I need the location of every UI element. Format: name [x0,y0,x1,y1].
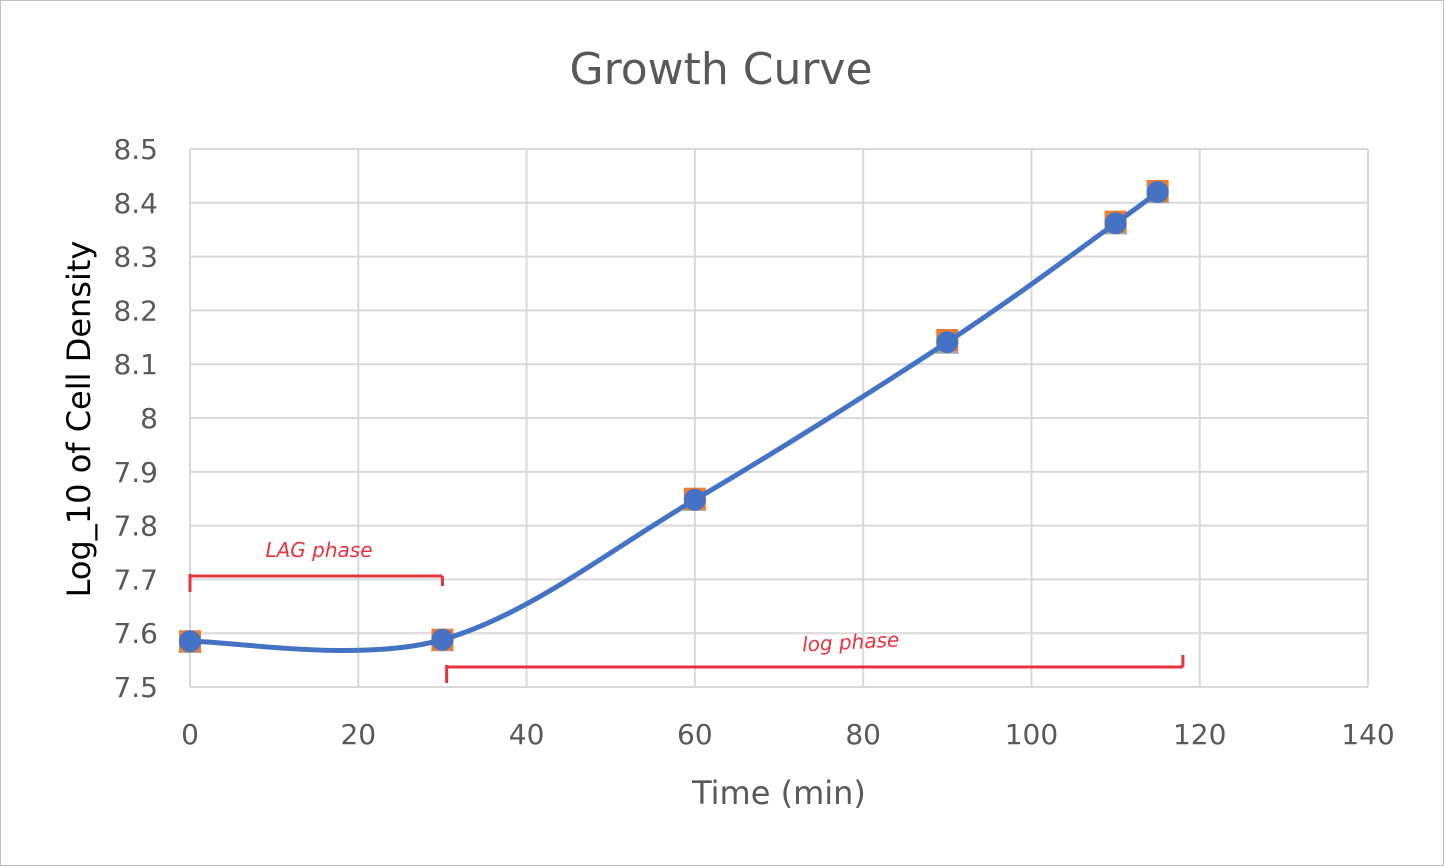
x-tick-label: 0 [181,718,199,751]
x-axis-label: Time (min) [691,774,866,812]
grid-lines [189,148,1369,688]
tick-labels: 7.5 7.6 7.7 7.8 7.9 8 8.1 8.2 8.3 8.4 8.5 0 20 40 60 80… [113,133,1394,751]
data-point-circle [179,630,201,653]
y-tick-label: 8.2 [113,294,158,327]
x-tick-label: 140 [1341,718,1394,751]
data-point-circle [1104,212,1127,235]
series-layer [178,179,1170,654]
x-tick-label: 100 [1005,718,1058,751]
y-tick-label: 8.1 [113,348,158,381]
series-line [187,189,1161,654]
x-tick-label: 60 [677,718,713,751]
y-tick-label: 8 [140,402,158,435]
data-point-circle [1146,181,1169,204]
y-axis-label: Log_10 of Cell Density [60,241,98,598]
chart-title: Growth Curve [569,44,872,95]
annotations: LAG phase log phase [188,538,1185,683]
annotation-label: LAG phase [265,538,372,562]
y-tick-label: 7.7 [113,563,158,596]
y-tick-label: 7.5 [113,671,158,704]
y-tick-label: 7.6 [113,617,158,650]
y-tick-label: 8.5 [113,133,158,166]
x-tick-label: 40 [509,718,545,751]
x-tick-label: 80 [845,718,881,751]
x-tick-label: 120 [1173,718,1226,751]
y-tick-label: 7.8 [113,510,158,543]
y-tick-label: 7.9 [113,456,158,489]
data-point-circle [936,331,959,354]
y-tick-label: 8.4 [113,187,158,220]
x-tick-label: 20 [340,718,376,751]
data-point-circle [431,628,454,651]
y-tick-label: 8.3 [113,241,158,274]
annotation-label: log phase [801,627,899,656]
data-point-circle [683,488,706,511]
